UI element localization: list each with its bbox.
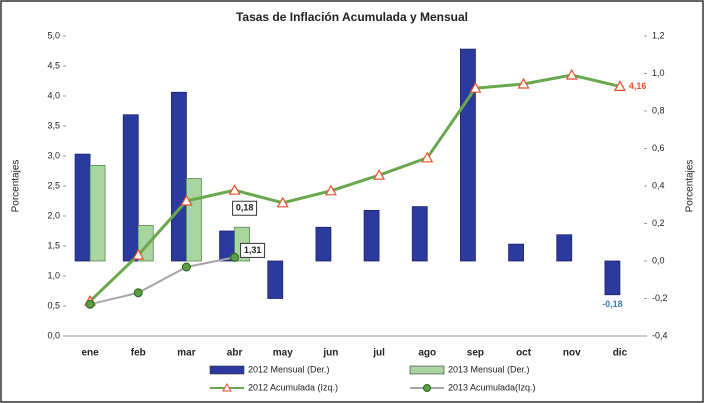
marker — [276, 196, 289, 208]
bar — [604, 260, 621, 296]
y2-tick-label: -0,2 — [652, 293, 668, 303]
marker — [517, 77, 530, 89]
value-label: 4,16 — [629, 81, 647, 91]
x-tick-label: jul — [372, 348, 385, 359]
bar — [89, 164, 106, 262]
y2-axis-label: Porcentajes — [685, 160, 696, 213]
bar — [315, 226, 332, 262]
value-label: -0,18 — [602, 299, 623, 309]
marker — [181, 262, 191, 272]
value-label: 0,18 — [236, 203, 254, 213]
x-tick-label: mar — [177, 348, 195, 359]
marker — [85, 299, 95, 309]
marker — [230, 252, 240, 262]
y-tick-label: 2,0 — [47, 210, 60, 220]
bar — [508, 243, 524, 262]
legend-label: 2013 Mensual (Der.) — [448, 364, 530, 374]
y-tick-label: 2,5 — [47, 180, 60, 190]
y-tick-label: 3,0 — [47, 150, 60, 160]
marker — [373, 168, 386, 180]
y2-tick-label: 0,6 — [652, 143, 665, 153]
x-tick-label: feb — [131, 348, 146, 359]
marker — [133, 288, 143, 298]
bar — [186, 178, 202, 262]
legend-label: 2013 Acumulada(Izq.) — [448, 382, 536, 392]
y2-tick-label: 0,8 — [652, 105, 665, 115]
x-tick-label: oct — [516, 348, 532, 359]
y-tick-label: 0,0 — [47, 330, 60, 340]
bar — [122, 114, 139, 262]
chart-title: Tasas de Inflación Acumulada y Mensual — [236, 10, 468, 24]
bar — [460, 48, 476, 262]
y-tick-label: 0,5 — [47, 300, 60, 310]
legend-label: 2012 Acumulada (Izq.) — [248, 382, 338, 392]
line — [89, 256, 235, 306]
bar — [74, 153, 91, 262]
x-tick-label: nov — [563, 348, 581, 359]
y-tick-label: 1,0 — [47, 270, 60, 280]
legend-marker — [423, 384, 431, 392]
marker — [324, 184, 337, 196]
value-label: 1,31 — [244, 245, 262, 255]
value-label-box — [240, 242, 266, 258]
y-axis-label: Porcentajes — [11, 160, 22, 213]
marker — [613, 80, 626, 91]
marker — [228, 183, 241, 195]
legend-swatch — [209, 365, 245, 375]
y-tick-label: 4,0 — [47, 90, 60, 100]
y-tick-label: 3,5 — [47, 120, 60, 130]
x-tick-label: dic — [613, 348, 628, 359]
bar — [556, 234, 573, 262]
x-tick-label: may — [273, 348, 293, 359]
y2-tick-label: -0,4 — [652, 330, 668, 340]
x-tick-label: ene — [81, 348, 99, 359]
marker — [469, 81, 482, 93]
y2-tick-label: 1,0 — [652, 68, 665, 78]
bar — [411, 206, 428, 262]
legend-swatch — [409, 365, 445, 375]
legend-marker — [222, 382, 232, 392]
marker — [180, 194, 193, 206]
marker — [565, 68, 578, 80]
bar — [267, 260, 284, 299]
x-tick-label: jun — [322, 348, 338, 359]
y2-tick-label: 0,0 — [652, 255, 665, 265]
y2-tick-label: 0,2 — [652, 218, 665, 228]
y-tick-label: 1,5 — [47, 240, 60, 250]
marker — [421, 151, 434, 163]
bar — [171, 91, 187, 262]
y-tick-label: 5,0 — [47, 30, 60, 40]
y2-tick-label: 0,4 — [652, 180, 665, 190]
bar — [363, 209, 380, 262]
x-tick-label: sep — [467, 348, 484, 359]
x-tick-label: abr — [227, 348, 243, 359]
y2-tick-label: 1,2 — [652, 30, 665, 40]
marker — [132, 248, 145, 260]
line — [89, 73, 621, 303]
value-label-box — [232, 200, 258, 216]
y-tick-label: 4,5 — [47, 60, 60, 70]
legend-label: 2012 Mensual (Der.) — [248, 364, 330, 374]
x-tick-label: ago — [418, 348, 436, 359]
